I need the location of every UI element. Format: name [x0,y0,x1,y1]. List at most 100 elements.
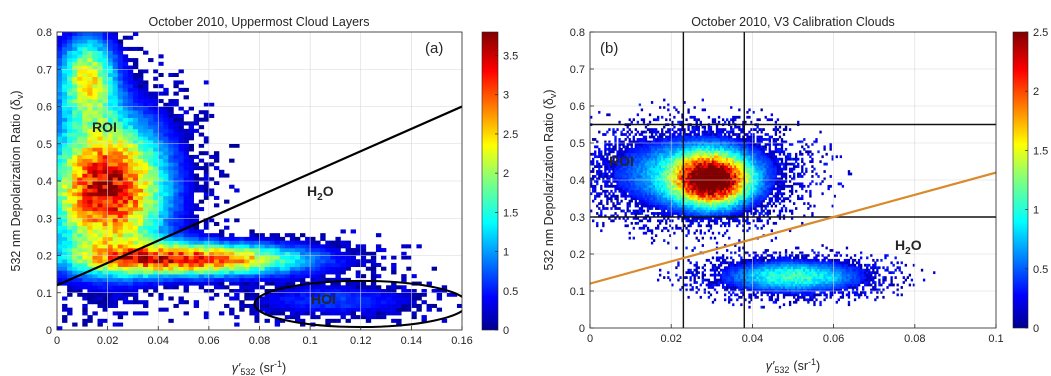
panel-a-hoi-label: HOI [311,291,336,307]
heatmap-cell [168,262,174,267]
heatmap-cell [178,188,184,193]
heatmap-cell [636,138,640,141]
heatmap-cell [183,203,189,208]
heatmap-cell [370,296,377,301]
heatmap-cell [711,155,715,159]
heatmap-cell [249,274,255,279]
heatmap-cell [138,95,144,100]
heatmap-cell [632,162,635,166]
heatmap-cell [153,259,159,264]
heatmap-cell [122,76,129,81]
heatmap-cell [691,160,694,164]
heatmap-cell [143,143,149,148]
heatmap-cell [305,311,311,316]
heatmap-cell [610,162,613,166]
heatmap-cell [143,169,149,174]
heatmap-cell [675,167,678,171]
heatmap-cell [92,69,98,74]
heatmap-cell [697,204,700,208]
heatmap-cell [87,240,93,245]
heatmap-cell [401,251,407,256]
heatmap-cell [107,173,113,178]
heatmap-cell [67,143,73,148]
heatmap-cell [62,225,68,230]
heatmap-cell [386,303,392,308]
heatmap-cell [138,177,144,182]
heatmap-cell [77,99,83,104]
heatmap-cell [127,147,134,152]
heatmap-cell [310,296,316,301]
heatmap-cell [102,240,108,245]
heatmap-cell [284,270,291,275]
heatmap-cell [97,102,103,107]
heatmap-cell [92,143,98,148]
heatmap-cell [208,218,215,223]
heatmap-cell [646,143,650,146]
heatmap-cell [646,204,650,208]
heatmap-cell [87,270,93,275]
heatmap-cell [57,91,63,96]
heatmap-cell [62,69,68,74]
heatmap-cell [669,155,672,159]
heatmap-cell [650,199,654,203]
heatmap-cell [709,147,713,151]
heatmap-cell [640,175,644,178]
heatmap-cell [693,199,696,203]
heatmap-cell [67,32,73,37]
heatmap-cell [340,262,346,267]
heatmap-cell [624,214,627,218]
heatmap-cell [193,214,200,219]
heatmap-cell [671,177,674,181]
heatmap-cell [188,166,194,171]
heatmap-cell [665,155,668,159]
heatmap-cell [703,204,707,208]
heatmap-cell [203,140,210,145]
heatmap-cell [143,240,149,245]
heatmap-cell [219,270,225,275]
heatmap-cell [616,165,619,168]
heatmap-cell [693,175,696,178]
heatmap-cell [675,140,678,144]
heatmap-cell [638,138,642,141]
heatmap-cell [644,217,648,220]
heatmap-cell [132,277,139,282]
heatmap-cell [701,172,704,176]
heatmap-cell [355,315,362,320]
heatmap-cell [632,172,635,176]
heatmap-cell [127,87,134,92]
heatmap-cell [67,61,73,66]
heatmap-cell [330,259,336,264]
heatmap-cell [143,84,149,89]
heatmap-cell [284,259,291,264]
heatmap-cell [127,69,134,74]
heatmap-cell [168,147,174,152]
heatmap-cell [330,311,336,316]
heatmap-cell [638,175,642,178]
heatmap-cell [691,152,694,156]
heatmap-cell [107,199,113,204]
heatmap-cell [62,121,68,126]
heatmap-cell [669,147,672,151]
heatmap-cell [661,189,664,193]
heatmap-cell [626,150,629,154]
heatmap-cell [634,167,637,171]
heatmap-cell [693,180,696,183]
heatmap-cell [127,184,134,189]
heatmap-cell [92,277,98,282]
heatmap-cell [612,130,615,134]
heatmap-cell [102,259,108,264]
heatmap-cell [691,135,694,139]
heatmap-cell [102,69,108,74]
heatmap-cell [693,219,696,223]
heatmap-cell [661,212,664,215]
heatmap-cell [685,147,688,151]
heatmap-cell [173,184,179,189]
heatmap-cell [208,274,215,279]
heatmap-cell [72,121,78,126]
heatmap-cell [699,155,702,159]
heatmap-cell [97,87,103,92]
heatmap-cell [693,155,696,159]
heatmap-cell [178,158,184,163]
heatmap-cell [62,35,68,40]
heatmap-cell [691,162,694,166]
